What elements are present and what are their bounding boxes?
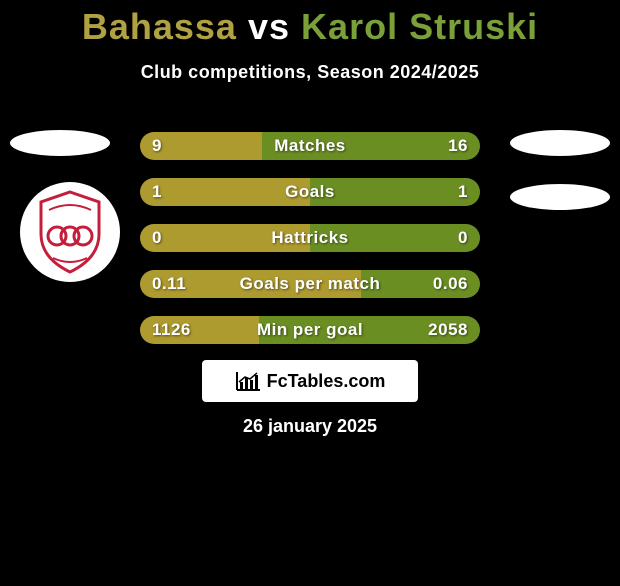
stat-label: Hattricks	[140, 224, 480, 252]
player1-photo-placeholder	[10, 130, 110, 156]
stat-row: 11Goals	[140, 178, 480, 206]
player2-club-placeholder	[510, 184, 610, 210]
shield-icon	[35, 190, 105, 274]
stats-bars: 916Matches 11Goals 00Hattricks 0.110.06Goal…	[140, 132, 480, 362]
player1-club-badge	[20, 182, 120, 282]
stat-row: 11262058Min per goal	[140, 316, 480, 344]
stat-label: Goals	[140, 178, 480, 206]
bar-chart-icon	[235, 370, 261, 392]
stat-row: 0.110.06Goals per match	[140, 270, 480, 298]
brand-box: FcTables.com	[202, 360, 418, 402]
stat-label: Goals per match	[140, 270, 480, 298]
player2-photo-placeholder	[510, 130, 610, 156]
footer-date: 26 january 2025	[0, 416, 620, 437]
stat-row: 916Matches	[140, 132, 480, 160]
title-vs: vs	[248, 6, 290, 47]
brand-text: FcTables.com	[267, 371, 386, 392]
stat-label: Min per goal	[140, 316, 480, 344]
title-player2: Karol Struski	[301, 6, 538, 47]
title-player1: Bahassa	[82, 6, 237, 47]
stat-label: Matches	[140, 132, 480, 160]
stat-row: 00Hattricks	[140, 224, 480, 252]
subtitle: Club competitions, Season 2024/2025	[0, 62, 620, 83]
page-title: Bahassa vs Karol Struski	[0, 6, 620, 48]
